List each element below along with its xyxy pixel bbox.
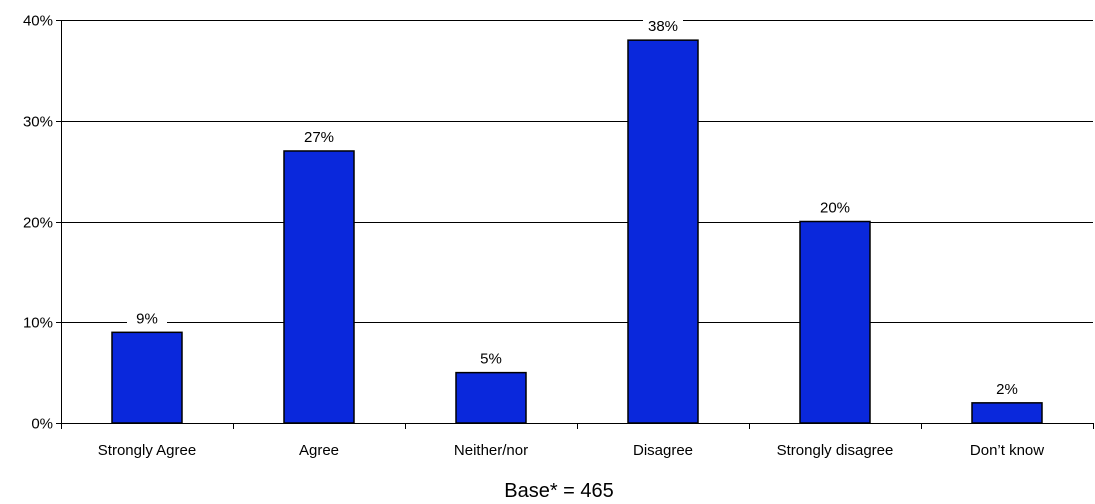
x-tick-label: Disagree	[633, 442, 693, 459]
bar	[799, 220, 871, 424]
bar	[971, 402, 1043, 424]
y-tick-label: 30%	[23, 114, 53, 131]
y-tick-label: 0%	[31, 416, 53, 433]
data-label-background	[471, 349, 511, 368]
bar	[283, 150, 355, 424]
bar	[111, 331, 183, 424]
x-tick-label: Neither/nor	[454, 442, 528, 459]
data-label: 2%	[996, 381, 1018, 398]
gridlines	[61, 20, 1093, 323]
bar	[627, 39, 699, 424]
data-label: 20%	[820, 200, 850, 217]
data-label-background	[987, 379, 1027, 398]
base-note: Base* = 465	[504, 480, 614, 502]
data-label-background	[127, 309, 167, 328]
data-labels: 9% 27% 5% 38% 20% 2%	[127, 17, 1027, 398]
y-tick-label: 10%	[23, 315, 53, 332]
x-tick-label: Strongly disagree	[777, 442, 894, 459]
data-label-background	[299, 127, 339, 146]
data-label-background	[643, 17, 683, 36]
axes	[56, 20, 1094, 429]
data-label: 27%	[304, 129, 334, 146]
bars	[111, 39, 1043, 424]
y-tick-label: 20%	[23, 215, 53, 232]
x-tick-label: Agree	[299, 442, 339, 459]
data-label: 38%	[648, 18, 678, 35]
tick-labels: 0% 10% 20% 30% 40% Strongly Agree Agree Neither…	[23, 13, 1044, 460]
data-label-background	[815, 198, 855, 217]
x-tick-label: Strongly Agree	[98, 442, 196, 459]
data-label: 5%	[480, 351, 502, 368]
y-tick-label: 40%	[23, 13, 53, 30]
data-label: 9%	[136, 310, 158, 327]
x-tick-label: Don’t know	[970, 442, 1044, 459]
bar	[455, 371, 527, 424]
